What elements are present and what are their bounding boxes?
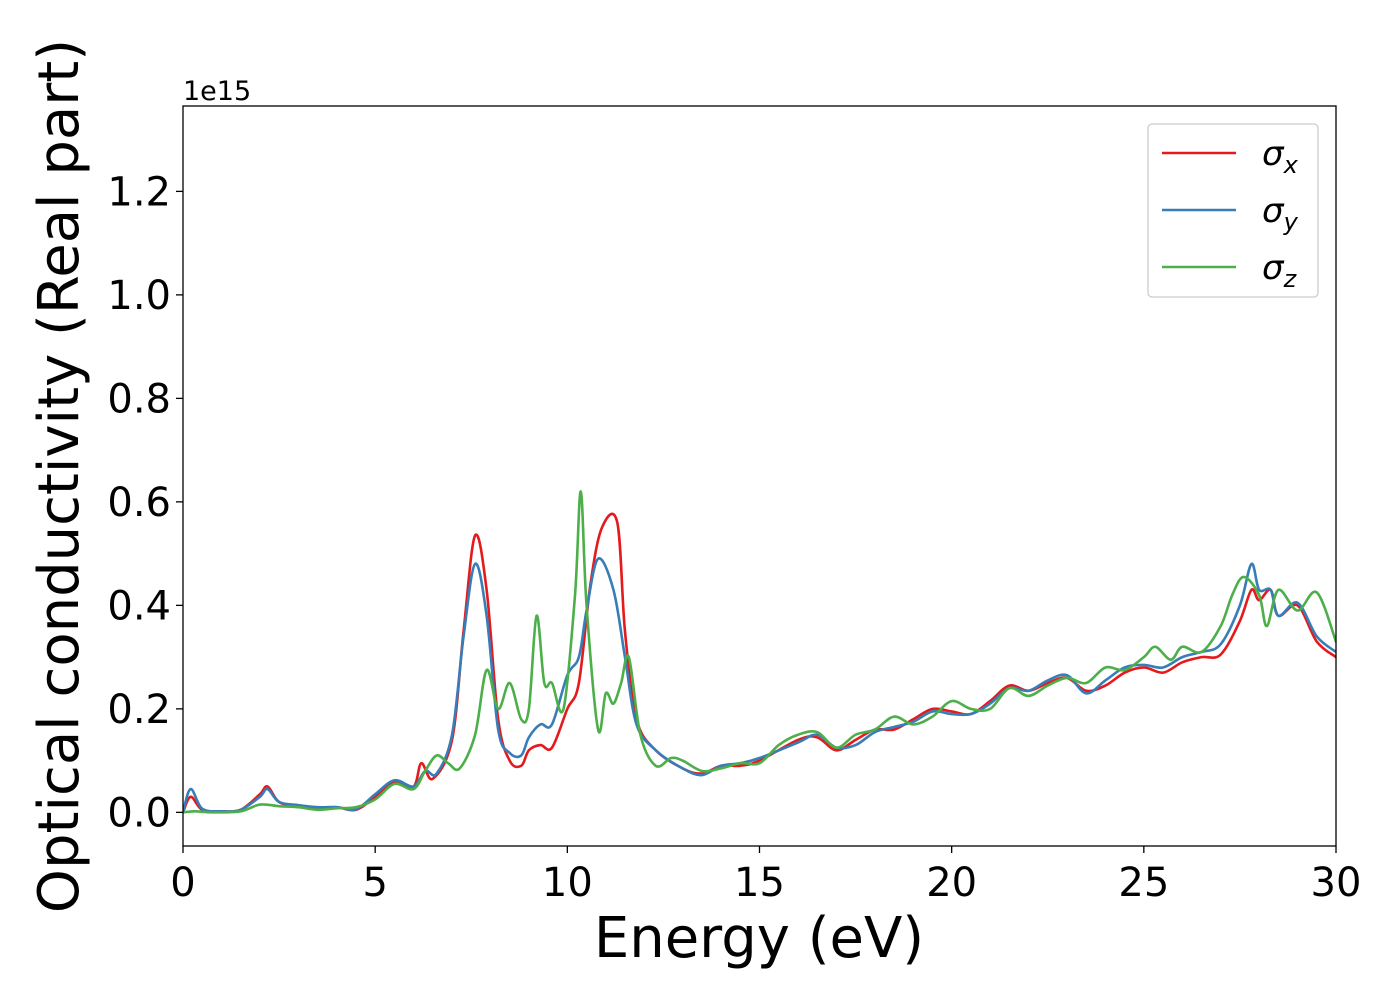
legend: σx σy σz	[1147, 123, 1319, 298]
y-tick-label: 0.2	[107, 687, 171, 733]
x-tick-label: 30	[1311, 860, 1362, 906]
y-tick-label: 0.6	[107, 480, 171, 526]
x-tick-label: 20	[926, 860, 977, 906]
x-tick-label: 10	[542, 860, 593, 906]
y-tick-label: 1.2	[107, 169, 171, 215]
y-axis-label: Optical conductivity (Real part)	[27, 39, 92, 913]
x-tick-label: 15	[734, 860, 785, 906]
legend-label-z: σz	[1262, 248, 1298, 293]
x-axis: 0 5 10 15 20 25 30	[170, 846, 1361, 906]
legend-label-x: σx	[1262, 134, 1299, 179]
x-tick-label: 5	[362, 860, 387, 906]
series-line-z	[183, 490, 1336, 814]
x-axis-label: Energy (eV)	[594, 906, 924, 971]
y-tick-label: 0.0	[107, 790, 171, 836]
series-line-y	[183, 557, 1336, 814]
y-axis: 0.0 0.2 0.4 0.6 0.8 1.0 1.2	[107, 169, 183, 836]
series-layer	[183, 490, 1336, 814]
x-tick-label: 0	[170, 860, 195, 906]
x-tick-label: 25	[1118, 860, 1169, 906]
y-tick-label: 0.4	[107, 583, 171, 629]
y-offset-label: 1e15	[183, 76, 251, 107]
y-tick-label: 0.8	[107, 376, 171, 422]
y-tick-label: 1.0	[107, 273, 171, 319]
legend-label-y: σy	[1262, 191, 1299, 236]
